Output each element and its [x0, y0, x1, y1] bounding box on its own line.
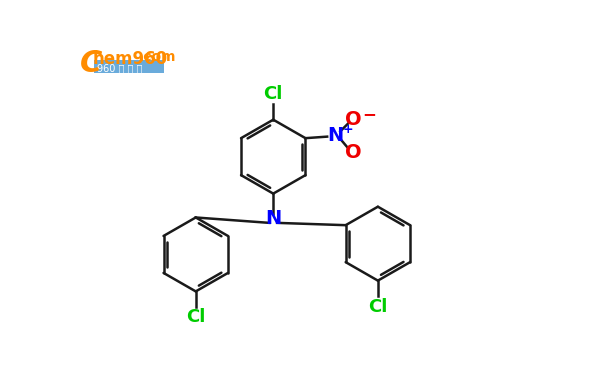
- Text: Cl: Cl: [368, 297, 388, 315]
- Text: −: −: [362, 105, 376, 123]
- Text: N: N: [265, 209, 281, 228]
- Text: Cl: Cl: [186, 308, 206, 326]
- Text: O: O: [345, 110, 362, 129]
- Text: .com: .com: [139, 50, 176, 64]
- Text: C: C: [79, 49, 102, 78]
- Text: N: N: [327, 126, 343, 145]
- Text: Cl: Cl: [264, 85, 283, 103]
- Text: 960 化 工 网: 960 化 工 网: [97, 63, 143, 73]
- Text: +: +: [342, 123, 353, 136]
- FancyBboxPatch shape: [94, 60, 164, 73]
- Text: O: O: [345, 142, 362, 162]
- Text: hem960: hem960: [93, 50, 168, 68]
